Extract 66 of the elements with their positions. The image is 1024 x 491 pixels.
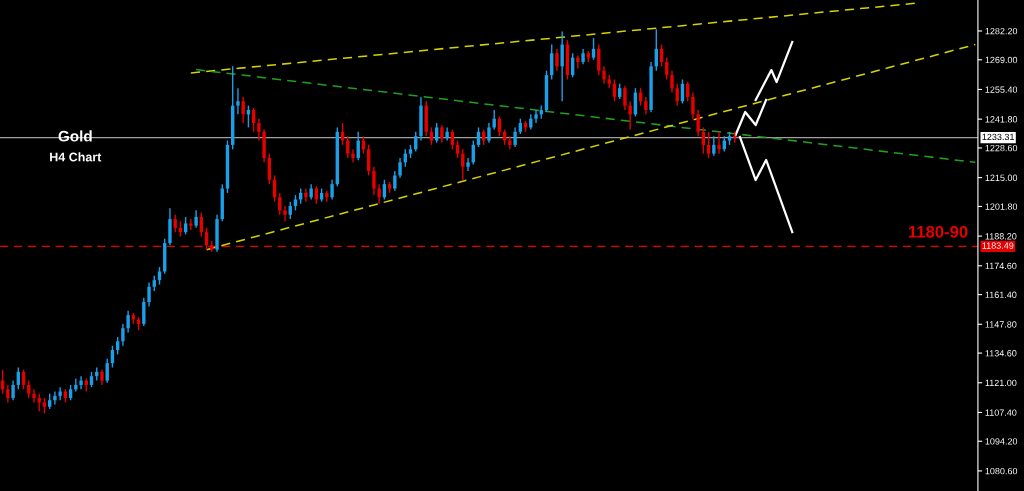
y-tick-label: 1121.00 [985, 379, 1017, 387]
candlestick [706, 131, 711, 159]
candlestick [11, 379, 15, 401]
candlestick [74, 377, 78, 393]
candlestick [628, 100, 632, 131]
candlestick [513, 126, 517, 148]
y-tick-label: 1282.20 [985, 27, 1018, 35]
y-tick-label: 1161.40 [985, 291, 1017, 298]
candlestick [257, 118, 261, 142]
candlestick [696, 109, 700, 137]
candlestick [325, 190, 329, 203]
y-tick-label: 1255.40 [985, 86, 1018, 93]
y-tick-label: 1188.20 [985, 233, 1017, 240]
ref-line-label: 1233.31 [982, 133, 1015, 141]
candlestick [241, 96, 245, 124]
candlestick [32, 388, 36, 404]
candlestick [623, 85, 627, 111]
candlestick [712, 135, 716, 157]
candlestick [105, 358, 109, 384]
candlestick [377, 183, 381, 205]
y-tick-label: 1215.00 [985, 174, 1018, 181]
candlestick [126, 310, 130, 334]
y-tick-label: 1080.60 [985, 467, 1018, 475]
candlestick [398, 157, 402, 179]
candlestick [340, 122, 345, 146]
candlestick [304, 187, 308, 203]
y-tick-label: 1269.00 [985, 56, 1018, 64]
line-series [738, 135, 794, 234]
candlestick [487, 122, 491, 144]
candlestick [236, 87, 240, 116]
candlestick [591, 37, 596, 61]
line-series [754, 40, 794, 102]
y-tick-label: 1147.80 [985, 321, 1017, 328]
annotation: 1180-90 [908, 225, 968, 238]
candlestick [560, 30, 564, 102]
annotation: H4 Chart [50, 152, 102, 162]
candlestick [372, 166, 376, 196]
y-tick-label: 1201.80 [985, 203, 1018, 210]
candlestick [393, 170, 397, 192]
candlestick [79, 375, 83, 391]
candlestick [283, 205, 287, 222]
y-tick-label: 1107.40 [985, 409, 1017, 416]
candlestick [434, 122, 439, 144]
candlestick [189, 218, 193, 231]
candlestick [351, 148, 355, 164]
candlestick [168, 207, 172, 246]
candlestick [142, 296, 146, 327]
y-tick-label: 1134.60 [985, 350, 1017, 357]
candlestick [717, 131, 721, 155]
candlestick [691, 91, 695, 120]
ref-line-label: 1183.49 [982, 242, 1014, 249]
candlestick [670, 70, 674, 94]
candlestick [147, 281, 151, 308]
candlestick [492, 109, 496, 131]
line-series [733, 98, 768, 139]
candlestick [576, 54, 580, 70]
candlestick [508, 135, 512, 150]
y-tick-label: 1094.20 [985, 438, 1018, 445]
candlestick [330, 179, 334, 201]
candlestick [121, 323, 125, 347]
candlestick [555, 48, 559, 72]
candlestick [461, 148, 465, 181]
y-tick-label: 1228.60 [985, 144, 1018, 152]
y-tick-label: 1174.60 [985, 262, 1017, 270]
candlestick [53, 390, 57, 406]
y-tick-label: 1241.80 [985, 116, 1018, 123]
